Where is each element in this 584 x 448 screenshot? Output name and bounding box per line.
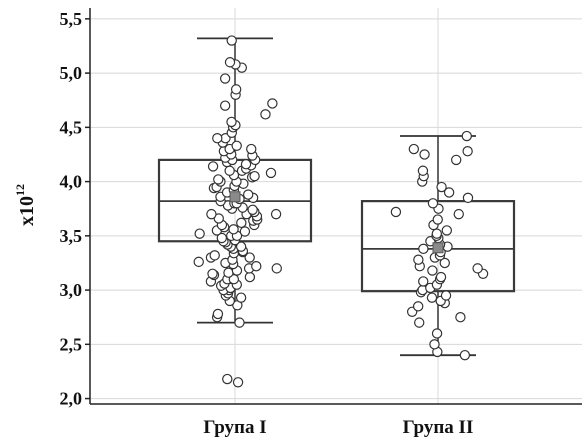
y-axis-title-base: x10 (16, 196, 38, 226)
y-axis-title: x1012 (13, 184, 38, 226)
data-point (244, 252, 255, 263)
data-point (439, 257, 450, 269)
data-point (224, 57, 236, 68)
data-point (235, 241, 247, 252)
y-tick-label: 5,0 (60, 63, 83, 83)
x-category-label: Група II (403, 417, 474, 438)
data-point (226, 35, 237, 46)
labels-layer: 2,0 2,5 3,0 3,5 4,0 4,5 5,0 5,5 Група I Група II (60, 9, 474, 438)
points-layer (193, 35, 489, 388)
data-point (223, 267, 234, 278)
data-point (441, 225, 453, 236)
data-point (207, 161, 219, 172)
data-point (440, 290, 452, 301)
y-axis-title-exponent: 12 (13, 184, 27, 196)
data-point (431, 328, 443, 339)
data-point (222, 373, 233, 385)
data-point (235, 292, 247, 303)
data-point (418, 243, 429, 255)
data-point (216, 232, 228, 244)
y-tick-label: 3,5 (60, 226, 83, 246)
data-point (249, 170, 260, 182)
data-point (417, 165, 429, 176)
data-point (462, 146, 473, 157)
data-point (412, 301, 424, 312)
data-point (450, 154, 462, 166)
data-point (426, 292, 438, 303)
y-tick-label: 2,0 (60, 389, 83, 409)
data-point (270, 208, 282, 220)
data-point (194, 228, 205, 239)
data-point (226, 116, 237, 128)
data-point (427, 265, 438, 276)
data-point (212, 308, 224, 320)
data-point (236, 217, 247, 229)
grid-lines (90, 8, 582, 404)
data-point (414, 317, 425, 328)
y-tick-label: 3,0 (60, 280, 83, 300)
mean-marker (229, 191, 241, 203)
data-point (453, 208, 464, 220)
data-point (432, 214, 443, 225)
data-point (413, 254, 424, 265)
data-point (443, 187, 455, 198)
data-point (207, 268, 218, 280)
data-point (271, 263, 282, 274)
data-point (240, 159, 252, 170)
data-point (427, 198, 439, 209)
data-point (193, 256, 204, 268)
data-point (213, 174, 224, 185)
data-point (418, 276, 429, 287)
data-point (230, 84, 242, 95)
data-point (431, 228, 443, 239)
data-point (234, 317, 245, 328)
y-tick-label: 4,5 (60, 117, 83, 137)
data-point (219, 100, 231, 111)
box-iqr (360, 200, 516, 293)
mean-marker (432, 242, 444, 254)
data-point (455, 312, 466, 323)
y-tick-label: 2,5 (60, 334, 83, 354)
data-point (231, 140, 242, 151)
data-point (206, 208, 217, 220)
boxes-layer (157, 37, 516, 357)
data-point (408, 143, 420, 155)
data-point (435, 271, 447, 283)
data-point (472, 263, 483, 274)
y-tick-label: 4,0 (60, 172, 83, 192)
axes-layer (85, 8, 582, 405)
data-point (212, 132, 223, 144)
data-point (459, 349, 471, 361)
y-tick-label: 5,5 (60, 9, 83, 29)
data-point (239, 226, 251, 237)
data-point (219, 73, 231, 84)
data-point (251, 261, 262, 272)
data-point (232, 377, 244, 388)
data-point (419, 149, 430, 160)
data-point (260, 109, 271, 120)
data-point (265, 167, 277, 179)
data-point (246, 143, 257, 155)
data-point (228, 224, 239, 235)
data-point (390, 206, 402, 218)
data-point (242, 189, 254, 200)
data-point (244, 271, 256, 283)
data-point (462, 192, 474, 204)
data-point (429, 339, 440, 350)
x-category-label: Група I (203, 417, 266, 438)
data-point (247, 204, 258, 215)
data-point (267, 98, 278, 109)
data-point (224, 165, 235, 176)
data-point (436, 181, 447, 193)
data-point (461, 130, 472, 142)
data-point (209, 250, 220, 261)
